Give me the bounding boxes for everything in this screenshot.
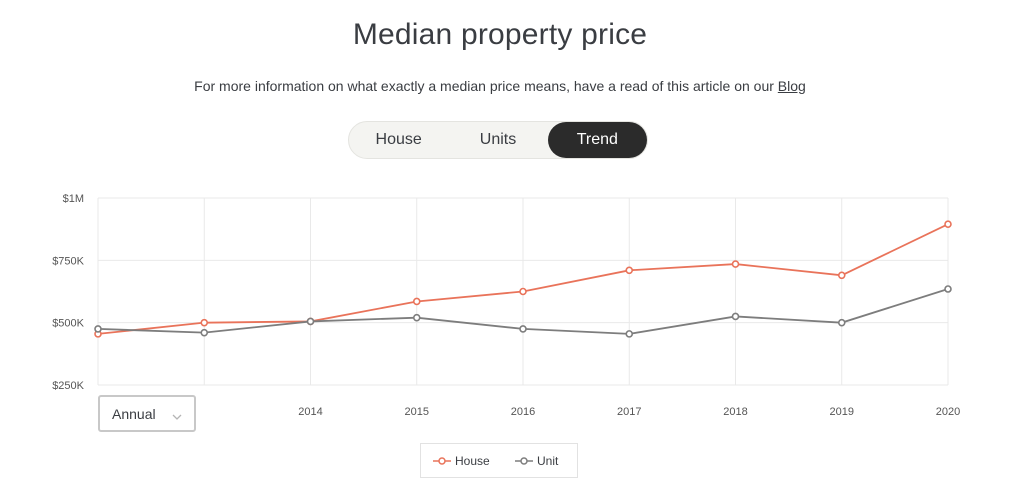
page-title: Median property price bbox=[352, 18, 648, 51]
unit-data-point bbox=[944, 285, 952, 293]
legend-house-marker-icon bbox=[433, 456, 451, 465]
blog-link[interactable]: Blog bbox=[777, 78, 806, 94]
house-data-point bbox=[731, 260, 740, 268]
unit-data-point bbox=[837, 318, 846, 327]
y-tick-label: $250K bbox=[52, 380, 84, 392]
tab-house[interactable]: House bbox=[375, 131, 422, 148]
tab-trend[interactable]: Trend bbox=[547, 122, 647, 158]
chart-legend: House Unit bbox=[420, 443, 578, 478]
unit-data-point bbox=[625, 330, 634, 338]
legend-item-unit[interactable]: Unit bbox=[515, 444, 558, 477]
period-select-value: Annual bbox=[112, 406, 156, 422]
legend-label-unit: Unit bbox=[537, 453, 559, 468]
x-tick-label: 2017 bbox=[617, 406, 641, 418]
tab-units[interactable]: Units bbox=[479, 131, 517, 148]
x-tick-label: 2018 bbox=[723, 406, 747, 418]
x-tick-label: 2016 bbox=[511, 406, 535, 418]
x-tick-label: 2015 bbox=[405, 406, 429, 418]
unit-data-point bbox=[94, 325, 102, 333]
x-tick-label: 2014 bbox=[298, 406, 322, 418]
unit-data-point bbox=[412, 313, 421, 322]
house-data-point bbox=[837, 271, 846, 280]
y-tick-label: $500K bbox=[52, 318, 84, 330]
unit-data-point bbox=[519, 325, 527, 333]
trend-line-chart: $250K $500K $750K $1M 2014 2015 2016 2017 2018 20… bbox=[52, 193, 960, 418]
house-data-point bbox=[625, 266, 634, 275]
house-data-point bbox=[944, 220, 952, 228]
x-tick-label: 2019 bbox=[830, 406, 854, 418]
house-data-point bbox=[200, 318, 209, 327]
legend-unit-marker-icon bbox=[515, 456, 533, 465]
page-subtitle: For more information on what exactly a m… bbox=[0, 78, 1000, 94]
chevron-down-icon bbox=[172, 408, 182, 426]
period-select[interactable]: Annual bbox=[98, 395, 196, 432]
subtitle-text: For more information on what exactly a m… bbox=[194, 78, 778, 94]
legend-item-house[interactable]: House bbox=[433, 444, 490, 477]
legend-label-house: House bbox=[455, 453, 490, 468]
unit-data-point bbox=[306, 317, 315, 326]
unit-data-point bbox=[731, 312, 740, 321]
unit-data-point bbox=[200, 328, 209, 337]
x-tick-label: 2020 bbox=[936, 406, 960, 418]
house-data-point bbox=[412, 297, 421, 306]
house-data-point bbox=[519, 287, 527, 296]
y-tick-label: $750K bbox=[52, 255, 84, 267]
y-tick-label: $1M bbox=[63, 193, 84, 205]
property-type-tabs: House Units Trend bbox=[348, 121, 648, 159]
